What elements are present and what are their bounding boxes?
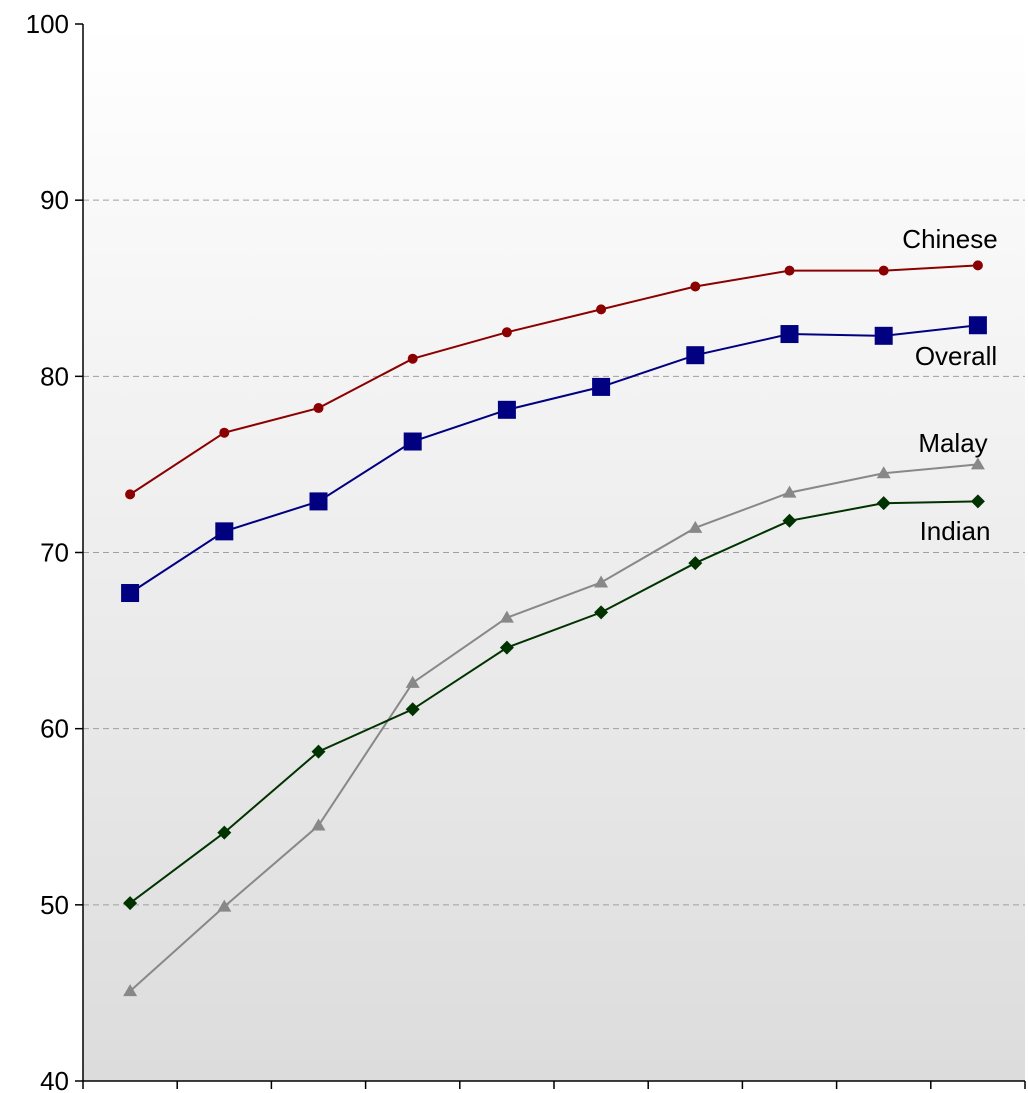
point-overall-10 — [968, 316, 987, 335]
point-indian-10 — [970, 494, 985, 509]
point-malay-3 — [311, 818, 326, 831]
point-overall-7 — [686, 346, 705, 365]
point-indian-6 — [594, 605, 609, 620]
point-malay-4 — [405, 675, 420, 688]
point-chinese-10 — [972, 260, 983, 271]
point-chinese-8 — [784, 265, 795, 276]
point-overall-8 — [780, 325, 799, 344]
y-tick-label-80: 80 — [40, 361, 69, 391]
series — [121, 260, 987, 997]
series-chinese — [125, 260, 983, 500]
axes: 40 50 60 70 80 90 100 — [26, 9, 1026, 1093]
point-malay-6 — [594, 575, 609, 588]
point-chinese-2 — [219, 427, 230, 438]
point-indian-4 — [405, 702, 420, 717]
y-tick-label-100: 100 — [26, 9, 69, 39]
point-overall-9 — [874, 326, 893, 345]
series-label-chinese: Chinese — [902, 224, 997, 254]
y-tick-label-90: 90 — [40, 185, 69, 215]
point-malay-2 — [217, 899, 232, 912]
point-overall-6 — [592, 377, 611, 396]
point-chinese-6 — [596, 304, 607, 315]
point-overall-2 — [215, 522, 234, 541]
point-chinese-7 — [690, 281, 701, 292]
point-malay-7 — [688, 520, 703, 533]
gridlines — [83, 199, 1025, 906]
point-indian-3 — [311, 744, 326, 759]
point-indian-5 — [499, 640, 514, 655]
point-chinese-4 — [407, 353, 418, 364]
y-tick-label-60: 60 — [40, 714, 69, 744]
point-malay-10 — [970, 457, 985, 470]
point-indian-2 — [217, 825, 232, 840]
point-chinese-3 — [313, 403, 324, 414]
point-indian-9 — [876, 496, 891, 511]
point-chinese-5 — [501, 327, 512, 338]
series-line-chinese — [129, 264, 978, 496]
point-overall-3 — [309, 492, 328, 511]
point-overall-4 — [403, 432, 422, 451]
point-malay-9 — [876, 466, 891, 479]
point-chinese-9 — [878, 265, 889, 276]
series-label-indian: Indian — [920, 516, 991, 546]
series-indian — [123, 494, 985, 911]
y-tick-label-70: 70 — [40, 538, 69, 568]
series-label-malay: Malay — [918, 428, 987, 458]
series-label-overall: Overall — [915, 341, 997, 371]
series-overall — [121, 316, 987, 603]
point-overall-1 — [121, 584, 140, 603]
point-malay-8 — [782, 485, 797, 498]
series-line-malay — [129, 463, 978, 992]
point-indian-1 — [123, 896, 138, 911]
point-malay-1 — [123, 984, 138, 997]
point-indian-7 — [688, 556, 703, 571]
y-tick-label-50: 50 — [40, 890, 69, 920]
series-line-indian — [129, 500, 978, 904]
series-line-overall — [129, 324, 979, 594]
point-overall-5 — [497, 400, 516, 419]
series-malay — [123, 457, 985, 997]
point-chinese-1 — [125, 489, 136, 500]
y-tick-label-40: 40 — [40, 1066, 69, 1093]
point-malay-5 — [499, 610, 514, 623]
series-labels: Chinese Overall Malay Indian — [902, 224, 997, 546]
point-indian-8 — [782, 513, 797, 528]
